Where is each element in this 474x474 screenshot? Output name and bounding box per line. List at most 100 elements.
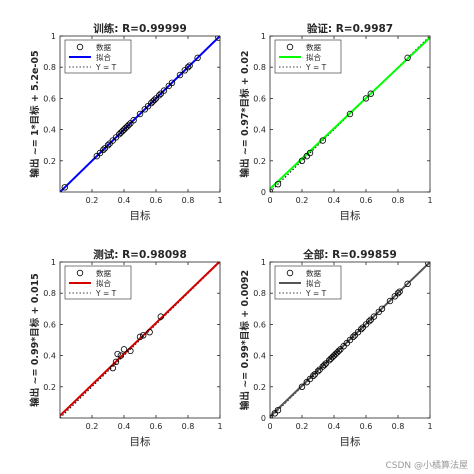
- data-point: [314, 368, 322, 375]
- data-point: [215, 36, 220, 41]
- data-point: [130, 117, 137, 124]
- chart-title: 验证: R=0.9987: [307, 22, 393, 35]
- x-axis-label: 目标: [130, 436, 151, 448]
- data-point: [120, 346, 128, 353]
- data-point: [127, 347, 134, 355]
- x-tick-label: 0.6: [150, 196, 163, 205]
- data-point: [112, 358, 120, 366]
- plot-content: [60, 36, 220, 192]
- y-axis-label: 输出 ~= 0.97*目标 + 0.02: [239, 51, 251, 178]
- legend-label: 拟合: [96, 278, 111, 288]
- y-tick-label: 0.6: [43, 94, 56, 103]
- x-tick-label: 0.8: [392, 196, 405, 205]
- legend-label: 数据: [306, 268, 321, 278]
- legend-label: 数据: [96, 42, 111, 52]
- panel-train: 0.2 0.4 0.6 0.8 1 0.2 0.4 0.6 0.8 1 训练: R=0.99999 目…: [29, 22, 223, 222]
- data-point: [99, 146, 107, 154]
- y-axis-label: 输出 ~= 1*目标 + 5.2e-05: [29, 50, 41, 177]
- data-point: [370, 313, 378, 320]
- data-point: [109, 364, 116, 372]
- data-point: [425, 262, 430, 267]
- x-tick-label: 1: [217, 196, 222, 205]
- y-tick-label: 0.2: [253, 383, 266, 392]
- legend-label: Y = T: [305, 63, 327, 72]
- data-point: [136, 110, 144, 118]
- y-tick-label: 0.6: [253, 94, 266, 103]
- data-point: [350, 333, 357, 341]
- panel-test: 0.2 0.4 0.6 0.8 1 0.2 0.4 0.6 0.8 1 测试: R=0.98098 目…: [29, 248, 223, 448]
- data-point: [321, 361, 328, 369]
- data-point: [61, 184, 69, 191]
- x-tick-label: 0.2: [296, 422, 309, 431]
- data-point: [168, 79, 176, 86]
- y-tick-label: 1: [51, 258, 56, 267]
- legend-label: Y = T: [95, 289, 117, 298]
- chart-title: 训练: R=0.99999: [93, 22, 187, 35]
- x-axis-label: 目标: [130, 210, 151, 222]
- x-tick-label: 0.4: [328, 422, 341, 431]
- data-point: [194, 54, 201, 62]
- csdn-watermark: CSDN @小橘算法屋: [385, 461, 468, 471]
- x-tick-label: 0: [267, 422, 272, 431]
- axes-frame: [59, 261, 221, 419]
- x-tick-label: 0.6: [360, 196, 373, 205]
- y-tick-label: 0: [261, 414, 266, 423]
- data-point: [104, 141, 112, 149]
- fit-line: [270, 262, 430, 418]
- data-point: [186, 62, 193, 69]
- plot-content: [270, 262, 430, 418]
- legend-marker-data: [286, 269, 294, 277]
- y-tick-label: 0.2: [253, 157, 266, 166]
- axes-frame: [269, 261, 431, 419]
- x-tick-label: 1: [427, 196, 432, 205]
- y-axis-label: 输出 ~= 0.99*目标 + 0.015: [29, 273, 41, 407]
- x-tick-label: 0.4: [118, 196, 131, 205]
- x-tick-label: 0.4: [118, 422, 131, 431]
- plot-content: [270, 36, 430, 192]
- data-point: [404, 54, 411, 62]
- x-tick-label: 0.4: [328, 196, 341, 205]
- data-point: [378, 305, 386, 312]
- data-point: [136, 333, 144, 341]
- fit-line: [60, 262, 220, 417]
- data-point: [306, 149, 314, 157]
- legend-label: Y = T: [95, 63, 117, 72]
- y-tick-label: 0.4: [253, 352, 266, 361]
- data-point: [298, 157, 306, 164]
- legend-label: 数据: [306, 42, 321, 52]
- data-point: [319, 137, 326, 144]
- x-tick-label: 0.6: [150, 422, 163, 431]
- data-point: [404, 280, 411, 288]
- chart-title: 测试: R=0.98098: [93, 248, 187, 261]
- legend-label: 拟合: [306, 278, 321, 288]
- data-point: [362, 95, 370, 102]
- chart-title: 全部: R=0.99859: [302, 248, 397, 261]
- x-tick-label: 0.6: [360, 422, 373, 431]
- x-tick-label: 0.2: [86, 196, 99, 205]
- data-point: [125, 121, 132, 129]
- x-tick-label: 0.8: [182, 422, 195, 431]
- panel-validation: 0 0.2 0.4 0.6 0.8 1 0 0.2 0.4 0.6 0.8 1 验证: R=0.9987…: [239, 22, 433, 222]
- y-tick-label: 0.8: [253, 63, 266, 72]
- y-tick-label: 0.8: [43, 63, 56, 72]
- data-point: [151, 96, 158, 104]
- y-axis-label: 输出 ~= 0.99*目标 + 0.0092: [239, 270, 251, 410]
- panel-all: 0 0.2 0.4 0.6 0.8 1 0 0.2 0.4 0.6 0.8 1 全部: R=0.9985…: [239, 248, 433, 448]
- data-point: [139, 332, 147, 339]
- data-point: [176, 71, 184, 79]
- x-tick-label: 0.8: [392, 422, 405, 431]
- data-point: [274, 407, 282, 414]
- data-point: [117, 352, 124, 359]
- axes-frame: [269, 35, 431, 193]
- x-axis-label: 目标: [340, 210, 361, 222]
- data-point: [386, 297, 394, 305]
- data-point: [358, 325, 365, 333]
- legend-marker-data: [286, 43, 294, 51]
- axes-frame: [59, 35, 221, 193]
- y-tick-label: 0.4: [253, 126, 266, 135]
- y-tick-label: 0.8: [253, 289, 266, 298]
- y-tick-label: 0.4: [43, 126, 56, 135]
- y-tick-label: 0.6: [43, 320, 56, 329]
